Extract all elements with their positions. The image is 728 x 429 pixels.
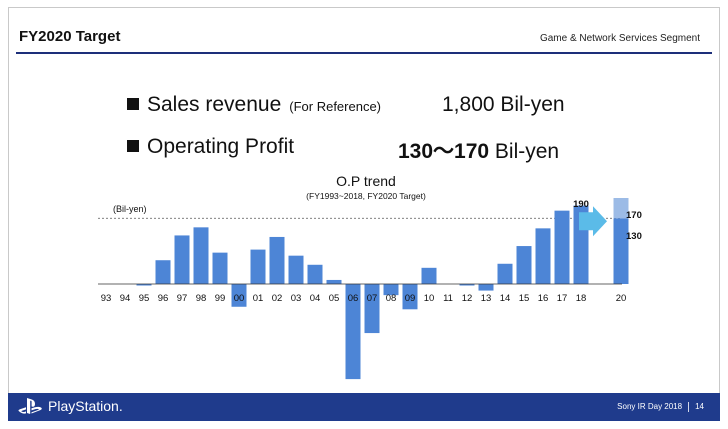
page-title: FY2020 Target	[19, 28, 121, 45]
x-tick-label: 05	[329, 293, 340, 304]
x-tick-label: 07	[367, 293, 378, 304]
bar-fy13	[478, 284, 494, 291]
x-tick-label: 13	[481, 293, 492, 304]
bar-fy15	[516, 246, 532, 284]
bullet-operating-profit: Operating Profit	[127, 135, 294, 159]
x-tick-label: 96	[158, 293, 169, 304]
bullet-label: Sales revenue	[147, 93, 282, 116]
operating-profit-value: 130〜170 Bil-yen	[398, 135, 559, 165]
footer-divider	[688, 402, 690, 412]
x-tick-label: 06	[348, 293, 359, 304]
bar-fy05	[326, 279, 342, 284]
bar-fy97	[174, 235, 190, 284]
bar-fy01	[250, 249, 266, 284]
x-tick-label: 20	[616, 293, 627, 304]
x-tick-label: 02	[272, 293, 283, 304]
chart-title: O.P trend	[336, 173, 396, 189]
bar-fy09	[402, 284, 418, 310]
x-tick-label: 10	[424, 293, 435, 304]
bar-fy02	[269, 236, 285, 284]
bullet-sales-revenue: Sales revenue (For Reference)	[127, 93, 381, 117]
footer-info: Sony IR Day 2018 14	[617, 402, 704, 412]
bar-fy95	[136, 284, 152, 286]
bar-fy17	[554, 210, 570, 284]
bar-fy00	[231, 284, 247, 307]
bar-fy07	[364, 284, 380, 334]
bar-fy06	[345, 284, 361, 380]
x-tick-label: 17	[557, 293, 568, 304]
playstation-brand: PlayStation.	[48, 398, 123, 414]
x-tick-label: 16	[538, 293, 549, 304]
x-tick-label: 08	[386, 293, 397, 304]
annotation-target-lower: 130	[626, 231, 642, 242]
chart-subtitle: (FY1993~2018, FY2020 Target)	[306, 191, 426, 201]
x-tick-label: 01	[253, 293, 264, 304]
bar-fy20-upper	[613, 198, 629, 219]
x-tick-label: 09	[405, 293, 416, 304]
target-arrow-icon	[579, 206, 607, 237]
bar-fy99	[212, 252, 228, 284]
x-tick-label: 03	[291, 293, 302, 304]
bullet-square-icon	[127, 98, 139, 110]
x-tick-label: 04	[310, 293, 321, 304]
header-divider	[16, 52, 712, 54]
bar-fy08	[383, 284, 399, 296]
bar-fy03	[288, 255, 304, 284]
x-tick-label: 95	[139, 293, 150, 304]
bar-fy14	[497, 263, 513, 284]
bar-fy20-lower	[613, 218, 629, 284]
x-tick-label: 94	[120, 293, 131, 304]
page-number: 14	[695, 402, 704, 412]
segment-label: Game & Network Services Segment	[539, 33, 700, 44]
operating-profit-range: 130〜170	[398, 140, 490, 163]
bar-fy98	[193, 227, 209, 284]
x-tick-label: 12	[462, 293, 473, 304]
x-tick-label: 93	[101, 293, 112, 304]
x-tick-label: 11	[443, 293, 453, 304]
bar-fy12	[459, 284, 475, 286]
x-tick-label: 98	[196, 293, 207, 304]
bullet-square-icon	[127, 140, 139, 152]
playstation-logo-icon	[18, 398, 42, 414]
annotation-fy18: 190	[573, 199, 589, 210]
x-tick-label: 97	[177, 293, 188, 304]
sales-revenue-value: 1,800 Bil-yen	[442, 93, 565, 116]
bar-fy96	[155, 260, 171, 284]
event-label: Sony IR Day 2018	[617, 402, 683, 412]
bullet-note: (For Reference)	[289, 99, 382, 114]
x-tick-label: 18	[576, 293, 587, 304]
operating-profit-unit: Bil-yen	[489, 140, 560, 163]
x-tick-label: 99	[215, 293, 226, 304]
bar-fy16	[535, 228, 551, 284]
y-axis-unit: (Bil-yen)	[113, 204, 147, 214]
footer-bar	[8, 393, 720, 421]
bar-fy04	[307, 264, 323, 284]
bar-fy10	[421, 267, 437, 284]
slide	[8, 7, 720, 421]
x-tick-label: 00	[234, 293, 245, 304]
annotation-target-upper: 170	[626, 210, 642, 221]
bullet-label: Operating Profit	[147, 135, 295, 158]
x-tick-label: 15	[519, 293, 530, 304]
x-tick-label: 14	[500, 293, 511, 304]
